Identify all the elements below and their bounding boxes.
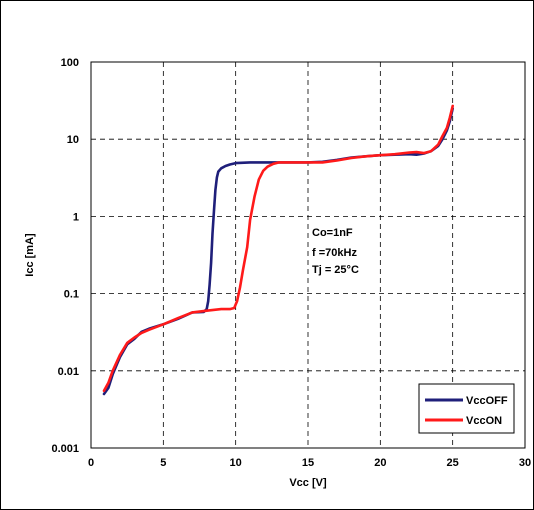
x-tick-label: 5 xyxy=(160,457,166,469)
y-tick-label: 0.1 xyxy=(64,289,79,301)
y-axis-label: Icc [mA] xyxy=(24,233,36,277)
y-tick-label: 1 xyxy=(73,211,79,223)
legend-label-vccon: VccON xyxy=(466,415,502,427)
x-tick-label: 30 xyxy=(519,457,531,469)
legend-label-vccoff: VccOFF xyxy=(466,395,508,407)
annotation-temperature: Tj = 25°C xyxy=(312,264,359,276)
y-tick-label: 10 xyxy=(67,134,79,146)
series-layer xyxy=(102,104,455,396)
y-tick-label: 0.001 xyxy=(51,443,79,455)
x-tick-label: 25 xyxy=(447,457,459,469)
x-tick-label: 10 xyxy=(230,457,242,469)
legend: VccOFF VccON xyxy=(418,383,515,434)
x-tick-label: 20 xyxy=(374,457,386,469)
y-tick-label: 0.01 xyxy=(58,366,79,378)
legend-box xyxy=(418,383,515,434)
x-tick-labels: 0 5 10 15 20 25 30 xyxy=(88,457,531,469)
annotation-frequency: f =70kHz xyxy=(312,247,357,259)
y-tick-label: 100 xyxy=(61,57,79,69)
x-axis-label: Vcc [V] xyxy=(289,477,327,489)
series-line-vccon xyxy=(102,104,455,393)
annotation-block: Co=1nF f =70kHz Tj = 25°C xyxy=(312,227,359,276)
x-tick-label: 0 xyxy=(88,457,94,469)
y-tick-labels: 0.001 0.01 0.1 1 10 100 xyxy=(51,57,79,455)
x-tick-label: 15 xyxy=(302,457,314,469)
annotation-capacitance: Co=1nF xyxy=(312,227,353,239)
grid xyxy=(91,62,525,448)
